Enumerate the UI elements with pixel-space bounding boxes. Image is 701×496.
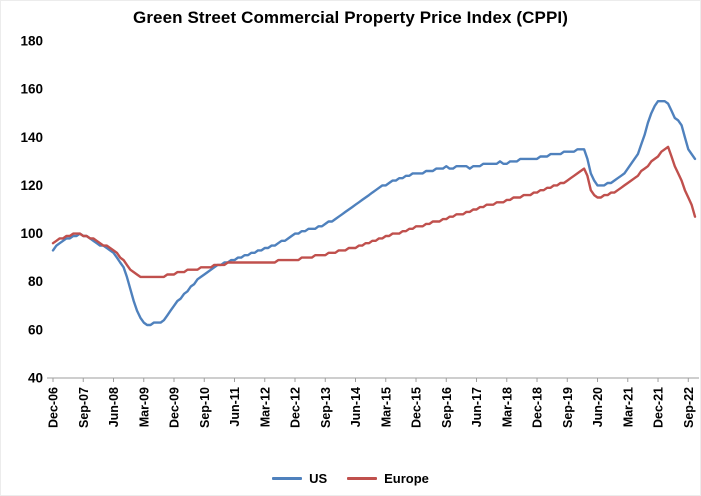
x-axis-tick-label: Mar-18: [500, 387, 514, 427]
x-axis-tick-label: Sep-10: [198, 387, 212, 428]
europe-line-swatch: [347, 477, 378, 480]
x-axis-tick-label: Dec-21: [652, 387, 666, 428]
x-axis-tick-label: Mar-15: [379, 387, 393, 427]
x-axis-tick-label: Dec-09: [168, 387, 182, 428]
x-axis-tick-label: Jun-11: [228, 387, 242, 427]
y-axis-tick-label: 120: [20, 178, 43, 193]
us-line: [51, 99, 697, 327]
x-axis-tick-label: Sep-16: [440, 387, 454, 428]
legend-label-europe: Europe: [384, 471, 429, 486]
y-axis-tick-label: 60: [28, 322, 43, 337]
x-axis-tick-label: Jun-17: [470, 387, 484, 427]
legend-item-europe: Europe: [347, 471, 429, 486]
x-axis-tick-label: Mar-21: [621, 387, 635, 427]
legend-item-us: US: [272, 471, 327, 486]
y-axis-tick-label: 80: [28, 274, 43, 289]
y-axis-tick-label: 100: [20, 226, 43, 241]
x-axis-tick-label: Mar-09: [137, 387, 151, 427]
x-axis-tick-label: Sep-19: [561, 387, 575, 428]
europe-line: [51, 145, 697, 279]
x-axis-tick-label: Jun-20: [591, 387, 605, 427]
legend: US Europe: [1, 471, 700, 486]
y-axis-tick-label: 140: [20, 130, 43, 145]
x-axis-tick-label: Dec-15: [410, 387, 424, 428]
y-axis-tick-label: 160: [20, 82, 43, 97]
us-line-swatch: [272, 477, 303, 480]
x-axis-tick-label: Sep-07: [77, 387, 91, 428]
y-axis-tick-label: 40: [28, 371, 43, 386]
x-axis-tick-label: Sep-22: [682, 387, 696, 428]
x-axis-tick-label: Sep-13: [319, 387, 333, 428]
x-axis-tick-label: Jun-14: [349, 387, 363, 427]
chart-title: Green Street Commercial Property Price I…: [133, 8, 568, 27]
x-axis-tick-label: Mar-12: [258, 387, 272, 427]
x-axis-tick-label: Jun-08: [107, 387, 121, 427]
x-axis-tick-label: Dec-18: [531, 387, 545, 428]
x-axis-tick-label: Dec-12: [289, 387, 303, 428]
y-axis-tick-label: 180: [20, 34, 43, 49]
legend-label-us: US: [309, 471, 328, 486]
x-axis-tick-label: Dec-06: [47, 387, 61, 428]
plot-area: 40 60 80 100 120 140 160 180 Dec-06 Sep-07 Jun-08 M…: [20, 34, 699, 428]
